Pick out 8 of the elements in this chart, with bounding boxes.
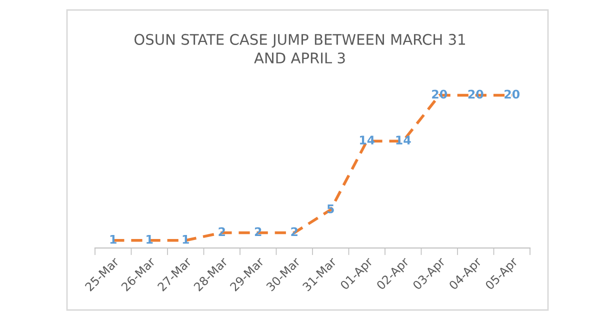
- data-label: 20: [432, 90, 448, 99]
- data-label: 14: [396, 136, 411, 144]
- data-label: 20: [468, 90, 484, 99]
- data-label: 1: [110, 235, 116, 244]
- chart-title: OSUN STATE CASE JUMP BETWEEN MARCH 31 AND APRIL 3: [134, 34, 465, 64]
- data-label: 1: [182, 235, 189, 244]
- data-label: 14: [360, 136, 375, 144]
- data-label: 20: [504, 90, 520, 99]
